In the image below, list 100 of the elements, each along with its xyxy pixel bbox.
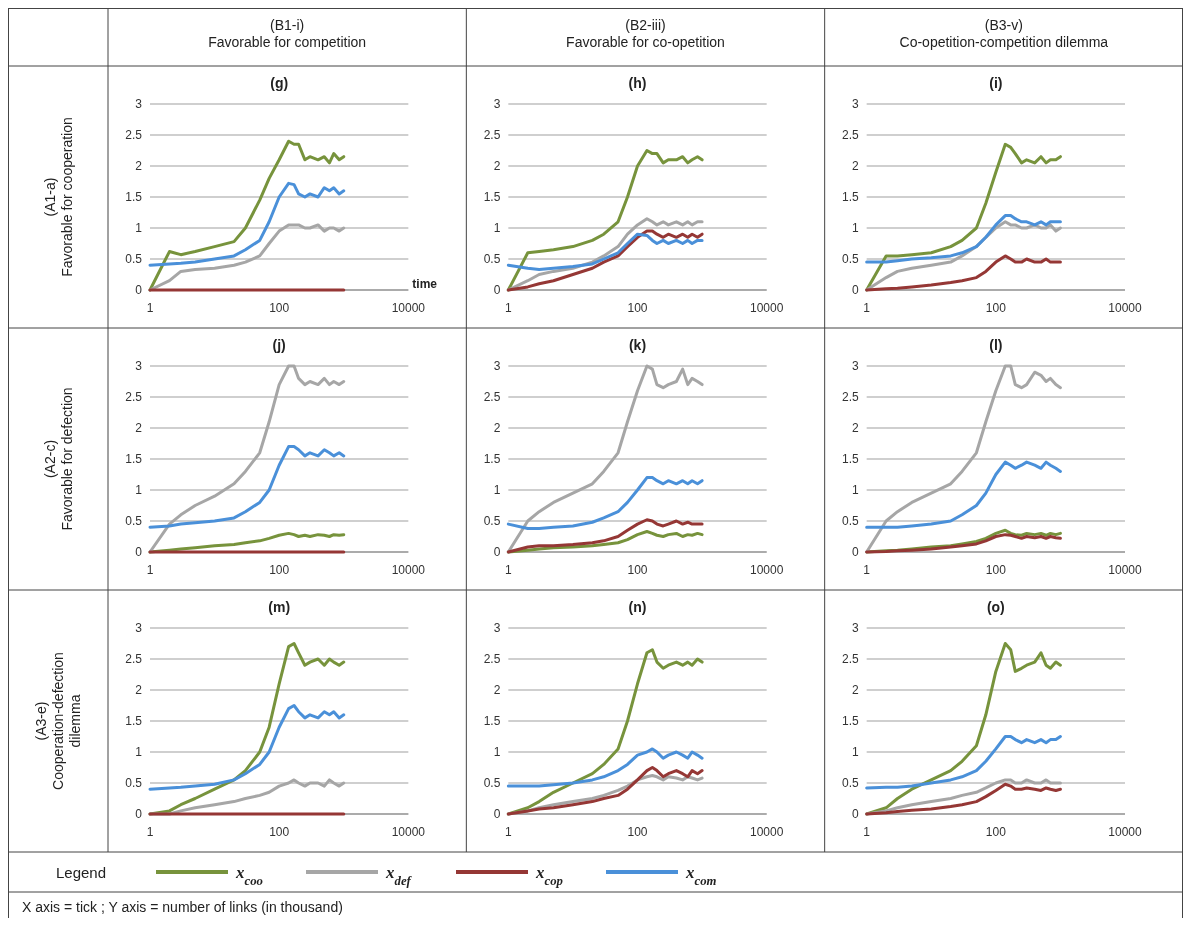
y-tick-label: 0.5 [483, 252, 501, 266]
y-tick-label: 0.5 [841, 252, 859, 266]
y-tick-label: 1.5 [483, 452, 501, 466]
chart-title: (o) [986, 599, 1005, 615]
y-tick-label: 2 [493, 421, 501, 435]
legend-title: Legend [56, 864, 107, 881]
y-tick-label: 2 [493, 683, 501, 697]
legend-label: x$_{coo}$ [235, 863, 263, 888]
y-tick-label: 3 [851, 97, 859, 111]
chart-title: (m) [268, 599, 291, 615]
y-tick-label: 2 [135, 159, 143, 173]
x-tick-label: 10000 [749, 563, 784, 577]
y-tick-label: 0.5 [483, 514, 501, 528]
y-tick-label: 0 [851, 283, 859, 297]
x-tick-label: 100 [269, 563, 290, 577]
y-tick-label: 0.5 [841, 514, 859, 528]
y-tick-label: 1 [851, 483, 859, 497]
y-tick-label: 1 [851, 745, 859, 759]
legend-label: x$_{cop}$ [535, 863, 563, 888]
y-tick-label: 3 [493, 621, 501, 635]
y-tick-label: 3 [851, 621, 859, 635]
chart-subtitle: (B1-i) Favorable for competition [208, 17, 367, 50]
y-tick-label: 0 [135, 807, 143, 821]
x-tick-label: 1 [504, 563, 512, 577]
y-tick-label: 3 [851, 359, 859, 373]
y-tick-label: 1 [493, 745, 501, 759]
y-tick-label: 2.5 [125, 128, 143, 142]
x-tick-label: 100 [627, 563, 648, 577]
text: X axis = tick ; Y axis = number of links (in thousand) [22, 899, 343, 915]
y-axis-title: (A1-a) Favorable for cooperation [41, 117, 75, 277]
y-tick-label: 2 [493, 159, 501, 173]
legend-label: x$_{def}$ [385, 863, 413, 888]
y-tick-label: 3 [493, 97, 501, 111]
y-tick-label: 0.5 [483, 776, 501, 790]
x-tick-label: 10000 [391, 563, 426, 577]
x-tick-label: 100 [627, 825, 648, 839]
x-tick-label: 10000 [391, 301, 426, 315]
y-tick-label: 0 [493, 545, 501, 559]
y-tick-label: 2 [135, 421, 143, 435]
x-tick-label: 10000 [1108, 563, 1143, 577]
y-tick-label: 0 [135, 283, 143, 297]
y-tick-label: 2 [851, 683, 859, 697]
y-tick-label: 0 [851, 807, 859, 821]
y-tick-label: 2.5 [483, 390, 501, 404]
x-tick-label: 100 [627, 301, 648, 315]
y-tick-label: 1.5 [483, 714, 501, 728]
x-tick-label: 1 [146, 301, 154, 315]
x-tick-label: 10000 [391, 825, 426, 839]
y-tick-label: 1.5 [483, 190, 501, 204]
y-tick-label: 1 [135, 221, 143, 235]
y-tick-label: 2 [135, 683, 143, 697]
y-tick-label: 0 [135, 545, 143, 559]
y-tick-label: 0.5 [125, 514, 143, 528]
x-tick-label: 1 [146, 563, 154, 577]
chart-subtitle: (B3-v) Co-opetition-competition dilemma [899, 17, 1109, 50]
x-tick-label: 100 [269, 301, 290, 315]
chart-title: (j) [272, 337, 286, 353]
x-tick-label: 1 [863, 301, 871, 315]
chart-title: (n) [628, 599, 647, 615]
x-tick-label: 10000 [749, 301, 784, 315]
y-tick-label: 2 [851, 159, 859, 173]
x-tick-label: 100 [269, 825, 290, 839]
x-tick-label: 100 [985, 563, 1007, 577]
y-tick-label: 1 [851, 221, 859, 235]
y-tick-label: 0 [493, 807, 501, 821]
chart-subtitle: (B2-iii) Favorable for co-opetition [566, 17, 725, 50]
y-tick-label: 1.5 [125, 190, 143, 204]
chart-title: (l) [989, 337, 1003, 353]
x-tick-label: 1 [504, 301, 512, 315]
y-tick-label: 1.5 [841, 190, 859, 204]
y-tick-label: 0 [493, 283, 501, 297]
x-tick-label: 1 [863, 825, 871, 839]
chart-title: (k) [628, 337, 647, 353]
y-tick-label: 0 [851, 545, 859, 559]
x-tick-label: 10000 [1108, 301, 1143, 315]
y-axis-title: (A3-e) Cooperation-defection dilemma [33, 652, 83, 790]
y-tick-label: 2 [851, 421, 859, 435]
y-tick-label: 2.5 [125, 390, 143, 404]
y-tick-label: 2.5 [125, 652, 143, 666]
y-tick-label: 2.5 [483, 128, 501, 142]
y-tick-label: 2.5 [841, 128, 859, 142]
x-tick-label: 100 [985, 825, 1007, 839]
x-tick-label: 10000 [1108, 825, 1143, 839]
x-tick-label: 100 [985, 301, 1007, 315]
y-tick-label: 3 [135, 97, 143, 111]
chart-title: (i) [989, 75, 1003, 91]
chart-title: (h) [628, 75, 647, 91]
y-tick-label: 2.5 [841, 652, 859, 666]
y-tick-label: 1.5 [841, 452, 859, 466]
x-tick-label: 10000 [749, 825, 784, 839]
chart-title: (g) [270, 75, 289, 91]
y-tick-label: 1 [135, 745, 143, 759]
y-tick-label: 1 [135, 483, 143, 497]
y-tick-label: 0.5 [841, 776, 859, 790]
legend-label: x$_{com}$ [685, 863, 717, 888]
y-tick-label: 1.5 [125, 452, 143, 466]
x-tick-label: 1 [863, 563, 871, 577]
y-tick-label: 2.5 [483, 652, 501, 666]
y-tick-label: 1 [493, 221, 501, 235]
x-tick-label: 1 [504, 825, 512, 839]
